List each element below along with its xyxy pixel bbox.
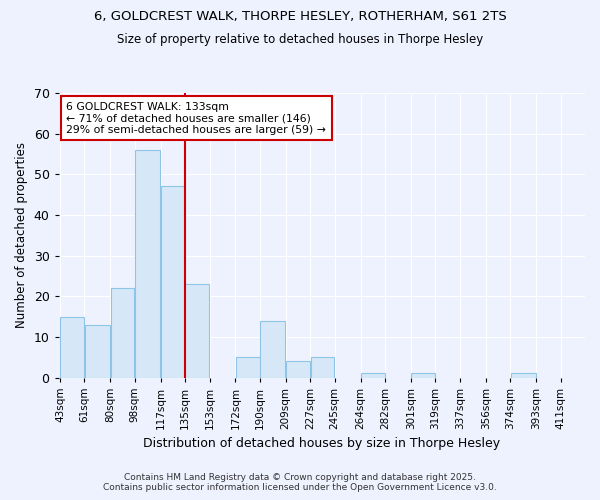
Bar [85, 324, 110, 378]
Text: Size of property relative to detached houses in Thorpe Hesley: Size of property relative to detached ho… [117, 32, 483, 46]
Text: 6, GOLDCREST WALK, THORPE HESLEY, ROTHERHAM, S61 2TS: 6, GOLDCREST WALK, THORPE HESLEY, ROTHER… [94, 10, 506, 23]
Bar [161, 186, 185, 378]
Text: 6 GOLDCREST WALK: 133sqm
← 71% of detached houses are smaller (146)
29% of semi-: 6 GOLDCREST WALK: 133sqm ← 71% of detach… [67, 102, 326, 134]
Bar [286, 362, 310, 378]
Bar [185, 284, 209, 378]
X-axis label: Distribution of detached houses by size in Thorpe Hesley: Distribution of detached houses by size … [143, 437, 500, 450]
Y-axis label: Number of detached properties: Number of detached properties [15, 142, 28, 328]
Bar [511, 374, 536, 378]
Bar [311, 357, 334, 378]
Bar [411, 374, 435, 378]
Bar [135, 150, 160, 378]
Bar [236, 357, 260, 378]
Bar [260, 320, 286, 378]
Bar [361, 374, 385, 378]
Bar [60, 316, 84, 378]
Text: Contains HM Land Registry data © Crown copyright and database right 2025.
Contai: Contains HM Land Registry data © Crown c… [103, 473, 497, 492]
Bar [110, 288, 134, 378]
